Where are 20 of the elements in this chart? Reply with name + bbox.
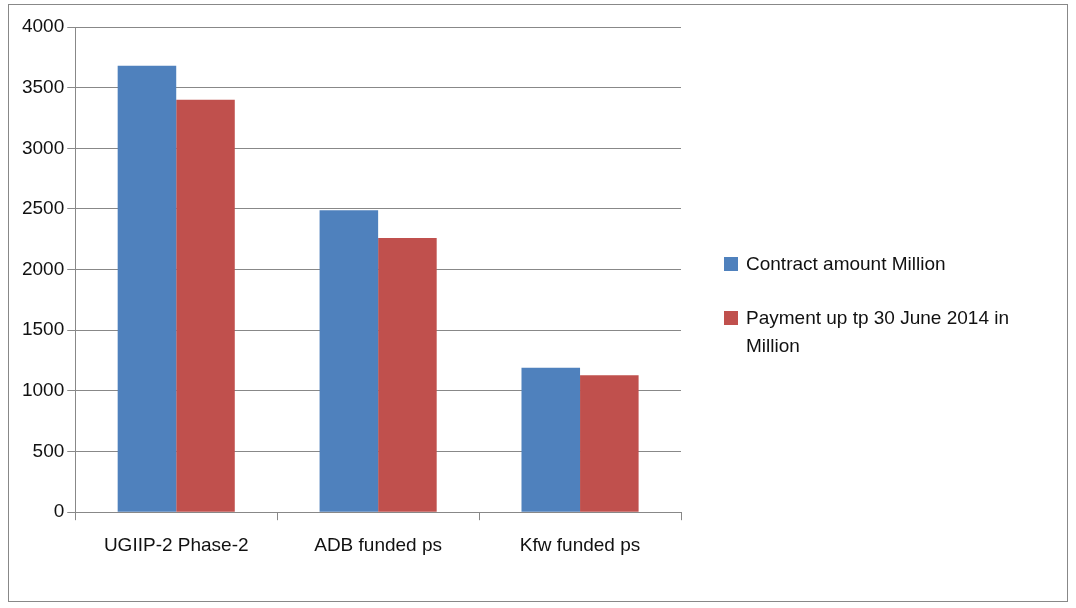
bar bbox=[176, 99, 235, 512]
bar bbox=[319, 210, 379, 512]
x-tick-label: Kfw funded ps bbox=[519, 533, 641, 555]
bar bbox=[521, 367, 581, 512]
y-tick-label: 1500 bbox=[21, 318, 65, 340]
x-tick-label: ADB funded ps bbox=[314, 533, 443, 555]
bar bbox=[378, 238, 437, 512]
bar bbox=[580, 375, 639, 512]
y-tick-label: 0 bbox=[53, 500, 65, 522]
x-tick-label: UGIIP-2 Phase-2 bbox=[103, 533, 249, 555]
y-tick-label: 500 bbox=[32, 439, 65, 461]
y-tick-label: 1000 bbox=[21, 379, 65, 401]
y-tick-label: 4000 bbox=[21, 15, 65, 37]
y-tick-label: 2500 bbox=[21, 197, 65, 219]
bar bbox=[117, 65, 177, 512]
y-tick-label: 2000 bbox=[21, 257, 65, 279]
legend-label: Contract amount Million bbox=[746, 252, 946, 276]
legend-label: Payment up tp 30 June 2014 in Million bbox=[746, 306, 1011, 358]
y-tick-label: 3500 bbox=[21, 75, 65, 97]
y-tick-label: 3000 bbox=[21, 136, 65, 158]
